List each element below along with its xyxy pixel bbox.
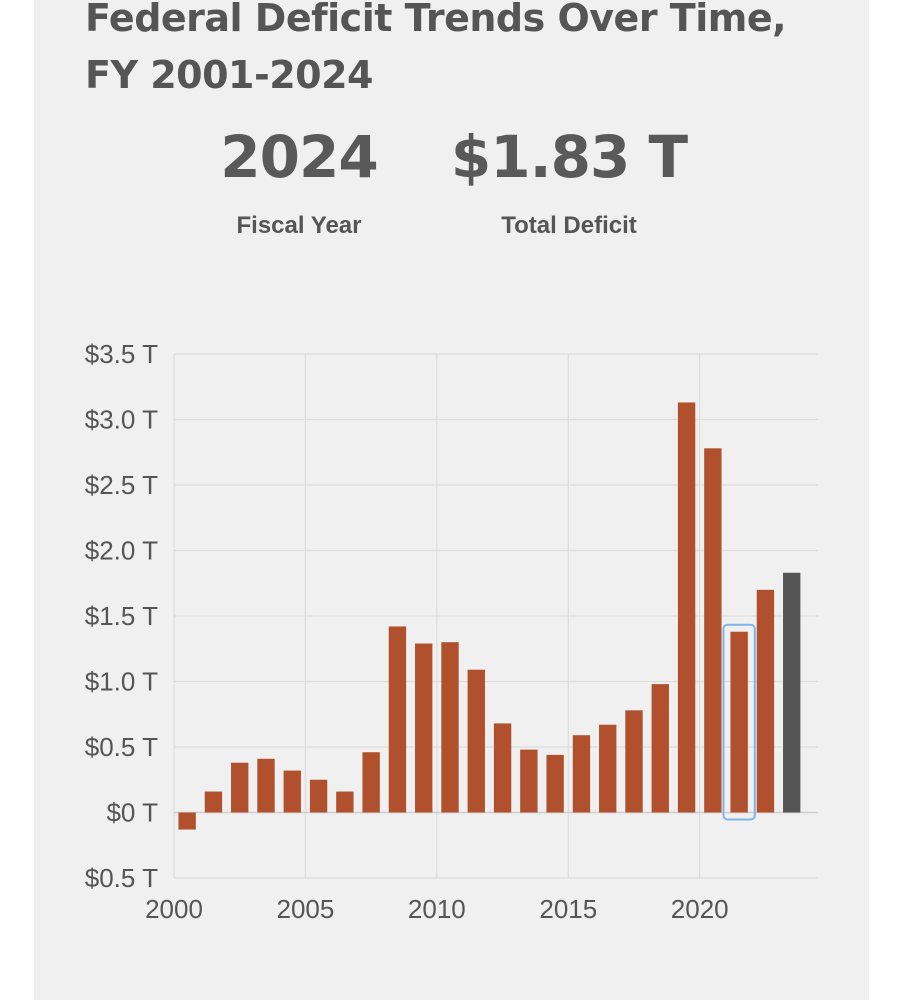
x-tick-label: 2015 — [539, 894, 597, 920]
chart-title: Federal Deficit Trends Over Time, FY 200… — [85, 0, 787, 97]
bar-fy2004[interactable] — [257, 758, 275, 813]
y-tick-label: $0 T — [106, 798, 158, 828]
hover-outline — [722, 623, 756, 821]
x-tick-label: 2005 — [277, 894, 335, 920]
bar-fy2008[interactable] — [362, 752, 380, 813]
bar-fy2005[interactable] — [283, 770, 301, 813]
bar-fy2021[interactable] — [704, 448, 722, 813]
x-axis-ticks: 2000 2005 2010 2015 2020 — [145, 894, 729, 920]
bar-fy2022[interactable] — [730, 631, 748, 813]
bar-fy2012[interactable] — [467, 669, 485, 813]
y-tick-label: $1.5 T — [85, 601, 158, 631]
bar-fy2011[interactable] — [441, 642, 459, 813]
y-tick-label: $2.0 T — [85, 536, 158, 566]
y-tick-label: $3.5 T — [85, 339, 158, 369]
bar-fy2020[interactable] — [677, 402, 696, 813]
fiscal-year-label: Fiscal Year — [236, 212, 362, 239]
bar-fy2019[interactable] — [651, 684, 669, 813]
bar-fy2017[interactable] — [599, 724, 617, 813]
bar-fy2009[interactable] — [388, 626, 407, 813]
bar-fy2002[interactable] — [204, 791, 223, 813]
bar-fy2024[interactable] — [783, 572, 801, 813]
fiscal-year-value: 2024 — [220, 123, 378, 191]
bars — [178, 402, 801, 830]
x-tick-label: 2010 — [408, 894, 466, 920]
deficit-bar-chart: $0.5 T $0 T $0.5 T $1.0 T $1.5 T $2.0 T $2.5 T… — [85, 339, 818, 920]
total-deficit-stat: $1.83 T Total Deficit — [434, 122, 704, 240]
y-tick-label: $0.5 T — [85, 863, 158, 893]
y-tick-label: $3.0 T — [85, 405, 158, 435]
chart-card: Federal Deficit Trends Over Time, FY 200… — [34, 0, 869, 1000]
bar-fy2010[interactable] — [415, 643, 433, 813]
bar-fy2003[interactable] — [231, 762, 249, 813]
grid-lines — [173, 353, 818, 879]
bar-fy2016[interactable] — [572, 735, 591, 813]
bar-fy2001[interactable] — [178, 812, 196, 830]
x-tick-label: 2020 — [671, 894, 729, 920]
bar-fy2014[interactable] — [520, 749, 538, 813]
y-tick-label: $2.5 T — [85, 470, 158, 500]
fiscal-year-stat: 2024 Fiscal Year — [194, 122, 404, 240]
bar-fy2006[interactable] — [309, 779, 328, 813]
bar-fy2007[interactable] — [336, 791, 354, 813]
x-tick-label: 2000 — [145, 894, 203, 920]
bar-fy2023[interactable] — [756, 589, 775, 813]
total-deficit-value: $1.83 T — [450, 123, 688, 191]
y-tick-label: $0.5 T — [85, 732, 158, 762]
total-deficit-label: Total Deficit — [501, 212, 637, 239]
bar-fy2013[interactable] — [493, 723, 512, 813]
y-tick-label: $1.0 T — [85, 667, 158, 697]
bar-fy2015[interactable] — [546, 754, 564, 813]
bar-fy2018[interactable] — [625, 710, 643, 813]
y-axis-ticks: $0.5 T $0 T $0.5 T $1.0 T $1.5 T $2.0 T $2.5 T… — [85, 339, 158, 893]
